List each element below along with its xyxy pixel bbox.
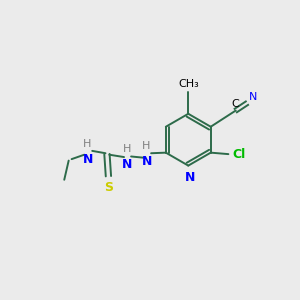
Text: N: N: [82, 153, 93, 166]
Text: N: N: [122, 158, 133, 171]
Text: S: S: [104, 181, 113, 194]
Text: Cl: Cl: [232, 148, 245, 160]
Text: CH₃: CH₃: [178, 79, 199, 89]
Text: H: H: [123, 143, 131, 154]
Text: N: N: [142, 155, 152, 168]
Text: H: H: [83, 139, 92, 148]
Text: H: H: [142, 141, 150, 151]
Text: N: N: [248, 92, 257, 102]
Text: C: C: [232, 99, 240, 109]
Text: N: N: [184, 171, 195, 184]
